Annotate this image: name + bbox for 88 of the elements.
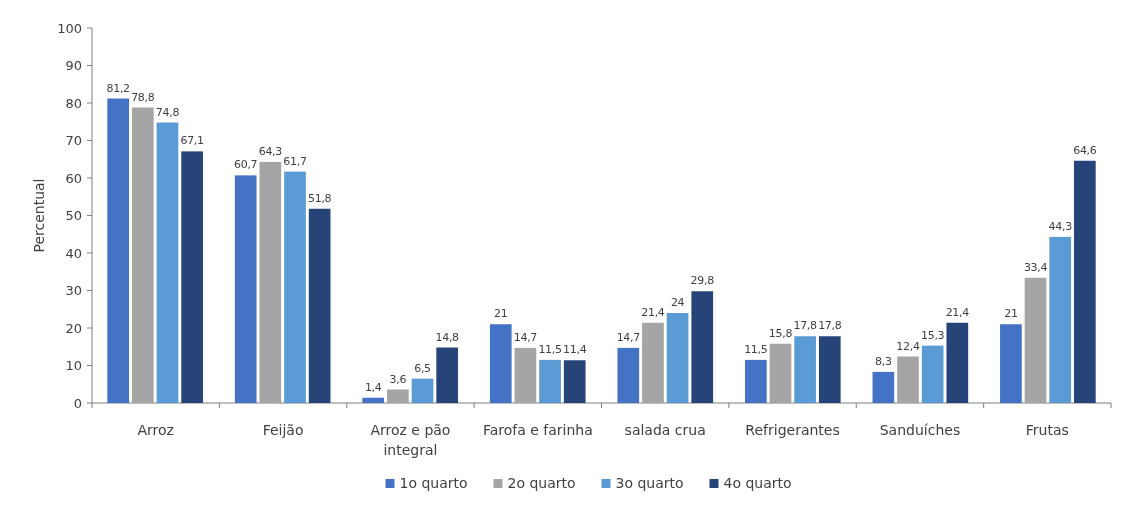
- legend-label: 1o quarto: [399, 475, 468, 491]
- bar: [794, 336, 816, 403]
- data-label: 15,8: [768, 326, 793, 340]
- y-tick-label: 100: [57, 20, 82, 36]
- data-label: 17,8: [793, 319, 818, 333]
- data-label: 21: [1004, 307, 1018, 321]
- bar: [259, 161, 282, 403]
- x-tick-label: Arroz e pão integral: [370, 422, 451, 458]
- data-label: 29,8: [690, 274, 715, 288]
- data-label: 12,4: [896, 339, 920, 353]
- bar: [156, 122, 179, 403]
- bar: [1074, 160, 1096, 403]
- data-label: 74,8: [155, 105, 180, 119]
- bar: [666, 313, 689, 403]
- y-tick-label: 70: [65, 133, 82, 149]
- y-tick-label: 60: [65, 170, 82, 186]
- bar: [107, 98, 129, 403]
- data-label: 14,7: [616, 330, 641, 344]
- data-label: 60,7: [234, 158, 258, 172]
- data-label: 64,3: [258, 144, 283, 158]
- y-tick-label: 80: [65, 95, 82, 111]
- bar: [411, 378, 434, 403]
- data-label: 11,5: [744, 342, 768, 356]
- bar: [362, 397, 385, 403]
- bar: [234, 175, 257, 403]
- x-tick-label: Feijão: [262, 422, 304, 438]
- data-label: 33,4: [1023, 260, 1048, 274]
- y-tick-label: 20: [65, 320, 82, 336]
- x-tick-label: Arroz: [137, 422, 174, 438]
- data-label: 78,8: [131, 90, 155, 104]
- x-tick-label: Sanduíches: [879, 422, 961, 438]
- legend-label: 4o quarto: [723, 475, 792, 491]
- legend-label: 2o quarto: [507, 475, 576, 491]
- data-label: 17,8: [818, 319, 842, 333]
- bar: [539, 359, 561, 403]
- y-tick-label: 30: [65, 283, 82, 299]
- bar: [872, 371, 895, 403]
- y-tick-label: 50: [65, 208, 82, 224]
- x-tick-label: salada crua: [624, 422, 706, 438]
- data-label: 67,1: [180, 134, 204, 148]
- bar: [617, 347, 640, 403]
- data-label: 11,5: [538, 342, 562, 356]
- y-tick-label: 0: [73, 395, 82, 411]
- y-tick-label: 40: [65, 245, 82, 261]
- data-label: 14,8: [435, 330, 460, 344]
- bar: [284, 171, 306, 403]
- bar: [308, 208, 331, 403]
- y-axis-title: Percentual: [31, 178, 47, 253]
- bar: [744, 359, 767, 403]
- data-label: 1,4: [364, 380, 382, 394]
- data-label: 3,6: [389, 372, 407, 386]
- bar: [1000, 324, 1022, 403]
- bar: [489, 324, 512, 403]
- bar: [131, 107, 154, 403]
- x-tick-label: Farofa e farinha: [482, 422, 593, 438]
- y-tick-label: 10: [65, 358, 82, 374]
- bar: [691, 291, 714, 403]
- data-label: 81,2: [106, 81, 130, 95]
- data-label: 11,4: [563, 343, 587, 357]
- bar: [387, 389, 409, 403]
- bar: [436, 347, 459, 403]
- y-tick-label: 90: [65, 58, 82, 74]
- data-label: 21,4: [945, 305, 970, 319]
- x-tick-label: Frutas: [1025, 422, 1069, 438]
- bar: [563, 360, 586, 403]
- data-label: 15,3: [921, 328, 945, 342]
- bar: [818, 336, 841, 403]
- legend-label: 3o quarto: [615, 475, 684, 491]
- bar: [769, 343, 792, 403]
- bar: [946, 322, 969, 403]
- data-label: 8,3: [875, 354, 892, 368]
- data-label: 21: [494, 307, 508, 321]
- data-label: 61,7: [283, 154, 307, 168]
- x-tick-label: Refrigerantes: [745, 422, 840, 438]
- data-label: 24: [670, 296, 685, 309]
- data-label: 21,4: [641, 305, 665, 319]
- data-label: 6,5: [414, 361, 432, 375]
- data-label: 51,8: [307, 191, 332, 205]
- bar: [181, 151, 203, 403]
- data-label: 44,3: [1048, 219, 1073, 233]
- bar: [897, 356, 919, 403]
- bar: [921, 345, 944, 403]
- data-label: 64,6: [1073, 143, 1097, 157]
- data-label: 14,7: [513, 330, 538, 344]
- bar: [1049, 236, 1072, 403]
- bar: [514, 347, 537, 403]
- bar: [642, 322, 664, 403]
- bar: [1024, 277, 1047, 403]
